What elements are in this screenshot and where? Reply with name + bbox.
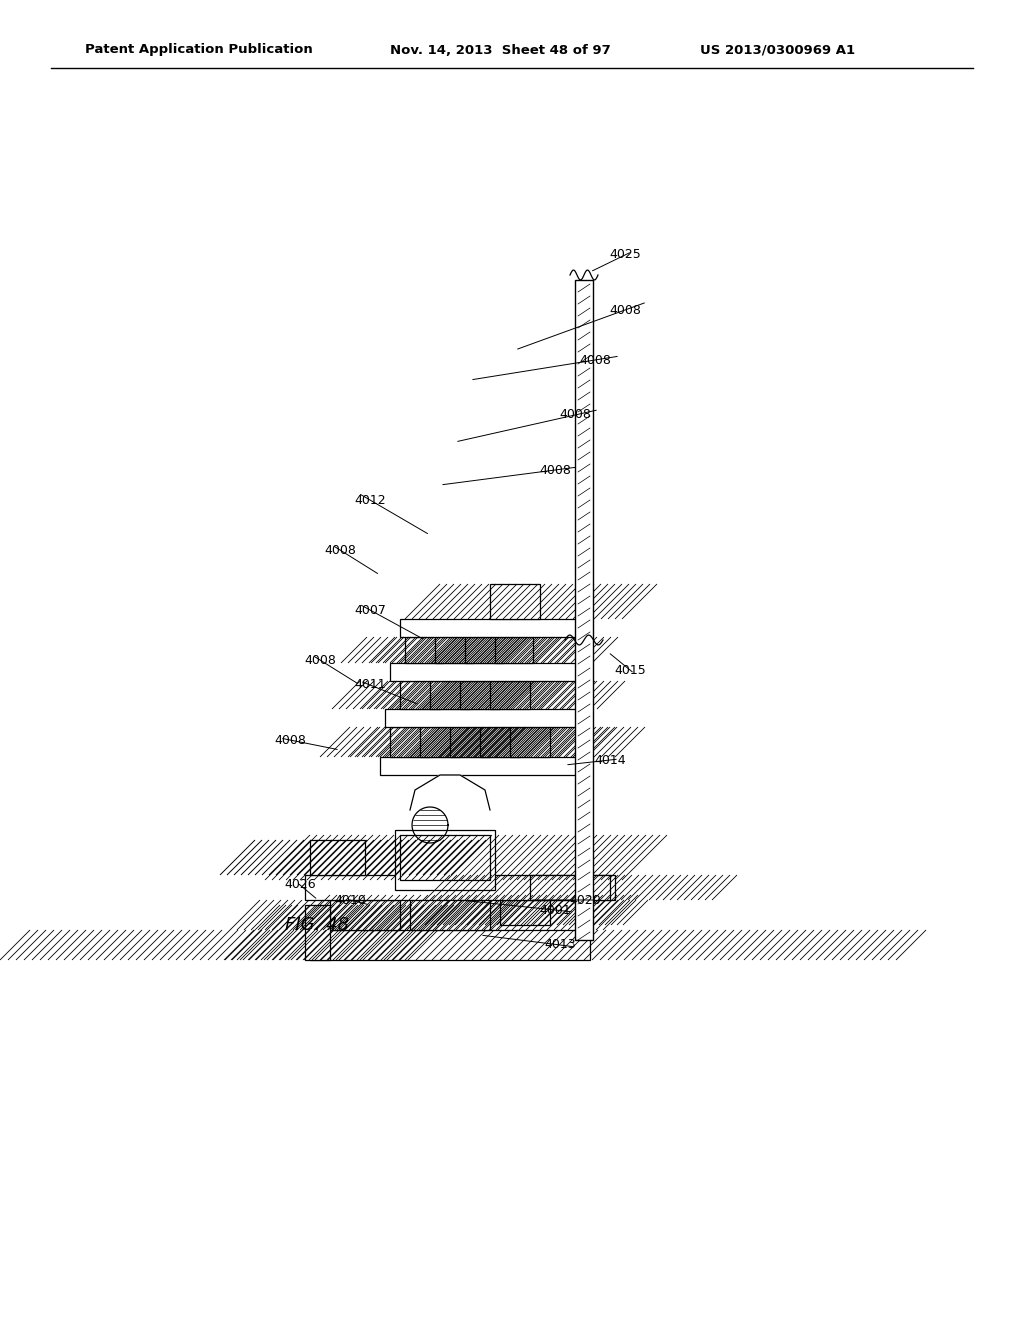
Bar xyxy=(495,638,534,663)
Bar xyxy=(500,900,550,925)
Bar xyxy=(305,875,615,900)
Bar xyxy=(460,681,500,709)
Bar xyxy=(490,583,540,619)
Text: 4012: 4012 xyxy=(354,494,386,507)
Text: 4011: 4011 xyxy=(354,678,386,692)
Bar xyxy=(435,638,473,663)
Bar xyxy=(410,895,490,931)
Text: 4008: 4008 xyxy=(324,544,356,557)
Bar xyxy=(430,681,470,709)
Text: 4020: 4020 xyxy=(569,894,601,907)
Polygon shape xyxy=(410,775,490,810)
Text: 4008: 4008 xyxy=(609,304,641,317)
Bar xyxy=(380,756,580,775)
Text: 4014: 4014 xyxy=(594,754,626,767)
Text: 4008: 4008 xyxy=(539,463,571,477)
Text: 4015: 4015 xyxy=(614,664,646,676)
Text: Patent Application Publication: Patent Application Publication xyxy=(85,44,312,57)
Bar xyxy=(390,727,430,756)
Bar xyxy=(510,727,550,756)
Bar xyxy=(480,727,520,756)
Text: 4010: 4010 xyxy=(334,894,366,907)
Text: 4008: 4008 xyxy=(559,408,591,421)
Text: 4007: 4007 xyxy=(354,603,386,616)
Bar xyxy=(490,681,530,709)
Bar xyxy=(390,663,585,681)
Bar xyxy=(406,638,443,663)
Bar xyxy=(395,830,495,890)
Text: US 2013/0300969 A1: US 2013/0300969 A1 xyxy=(700,44,855,57)
Bar xyxy=(310,840,365,875)
Text: Nov. 14, 2013  Sheet 48 of 97: Nov. 14, 2013 Sheet 48 of 97 xyxy=(390,44,610,57)
Text: 4001: 4001 xyxy=(539,903,570,916)
Text: FIG. 48: FIG. 48 xyxy=(285,916,349,935)
Bar xyxy=(400,619,585,638)
Bar xyxy=(330,900,400,931)
Bar xyxy=(575,280,593,940)
Text: 4025: 4025 xyxy=(609,248,641,261)
Text: 4008: 4008 xyxy=(579,354,611,367)
Bar xyxy=(400,681,440,709)
Text: 4008: 4008 xyxy=(274,734,306,747)
Bar xyxy=(385,709,585,727)
Bar xyxy=(420,727,460,756)
Bar xyxy=(310,931,590,960)
Bar xyxy=(400,836,490,880)
Bar xyxy=(530,875,610,900)
Text: 4008: 4008 xyxy=(304,653,336,667)
Text: 4013: 4013 xyxy=(544,939,575,952)
Bar xyxy=(305,906,330,960)
Bar xyxy=(450,727,490,756)
Bar xyxy=(465,638,503,663)
Text: 4026: 4026 xyxy=(285,879,315,891)
